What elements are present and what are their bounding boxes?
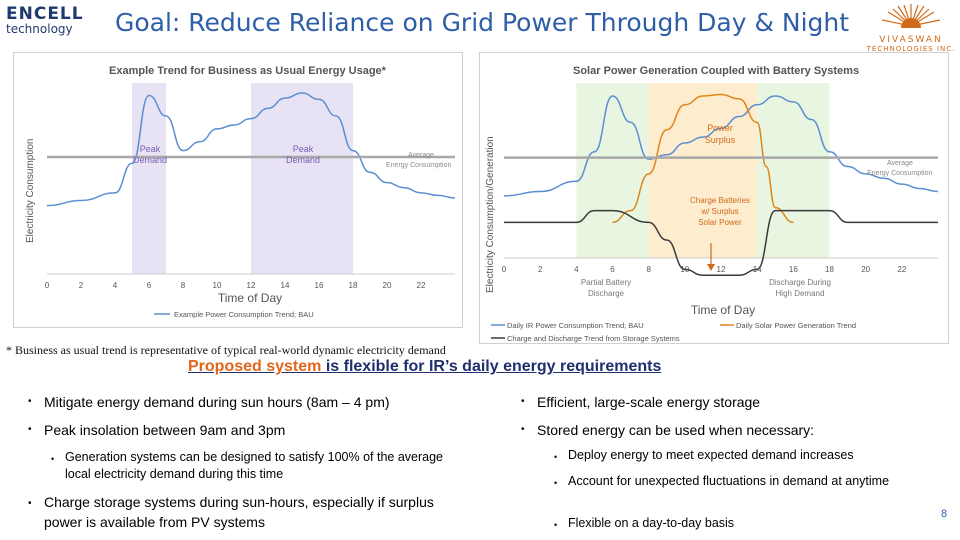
- left-bullet-1: Mitigate energy demand during sun hours …: [28, 394, 389, 410]
- subheading-rest: is flexible for IR’s daily energy requir…: [321, 358, 662, 375]
- bau-tick-label: 8: [181, 281, 186, 290]
- avg-consumption-label-b: Energy Consumption: [386, 162, 451, 169]
- bau-chart-xlabel: Time of Day: [218, 291, 282, 305]
- solar-tick-label: 0: [502, 265, 507, 274]
- right-subbullet-2b: Account for unexpected fluctuations in d…: [554, 473, 908, 492]
- bau-tick-label: 10: [213, 281, 222, 290]
- left-subbullet-2a: Generation systems can be designed to sa…: [51, 449, 465, 483]
- avg-consumption-label: Average: [408, 152, 434, 159]
- charge-batteries-label-b: w/ Surplus: [700, 207, 738, 216]
- solar-series-2: [504, 209, 938, 277]
- bau-tick-label: 20: [383, 281, 392, 290]
- sun-logo-icon: [881, 4, 941, 28]
- right-bullet-2: Stored energy can be used when necessary…: [521, 422, 814, 438]
- solar-chart-ylabel: Electricity Consumption/Generation: [485, 136, 496, 293]
- solar-chart-title: Solar Power Generation Coupled with Batt…: [573, 65, 859, 77]
- right-subbullet-2a: Deploy energy to meet expected demand in…: [554, 447, 928, 466]
- right-subbullet-2c: Flexible on a day-to-day basis: [554, 515, 908, 534]
- solar-avg-label: Average: [887, 160, 913, 167]
- charge-batteries-label: Charge Batteries: [690, 196, 750, 205]
- page-number: 8: [941, 508, 948, 520]
- charge-arrowhead-icon: [707, 264, 715, 271]
- solar-chart-xlabel: Time of Day: [691, 303, 755, 317]
- left-bullet-3-rest: especially if surplus power is available…: [44, 494, 434, 530]
- bau-tick-label: 4: [113, 281, 118, 290]
- bau-series-0: [46, 92, 456, 207]
- bau-chart: Example Trend for Business as Usual Ener…: [25, 65, 456, 319]
- bau-tick-label: 2: [79, 281, 84, 290]
- bau-tick-label: 0: [45, 281, 50, 290]
- encell-logo: ENCELL technology: [6, 4, 86, 42]
- solar-tick-label: 16: [789, 265, 798, 274]
- bau-tick-label: 18: [349, 281, 358, 290]
- solar-tick-label: 8: [646, 265, 651, 274]
- peak-demand-label-1b: Demand: [133, 155, 167, 165]
- footnote: * Business as usual trend is representat…: [6, 343, 446, 357]
- legend-solar: Daily Solar Power Generation Trend: [736, 321, 856, 330]
- solar-tick-label: 22: [897, 265, 906, 274]
- power-surplus-label: Power: [707, 123, 733, 133]
- solar-tick-label: 12: [717, 265, 726, 274]
- solar-tick-label: 6: [610, 265, 615, 274]
- high-demand-label-b: High Demand: [776, 289, 825, 298]
- left-bullet-2: Peak insolation between 9am and 3pm: [28, 422, 285, 438]
- vivaswan-logo-line1: VIVASWAN: [879, 35, 943, 45]
- left-bullet-3: Charge storage systems during sun-hours,…: [28, 492, 464, 532]
- bau-chart-ylabel: Electricity Consumption: [25, 139, 36, 243]
- solar-avg-label-b: Energy Consumption: [867, 170, 932, 177]
- bau-highlight-0: [132, 83, 166, 274]
- solar-highlight-2: [757, 83, 830, 258]
- bau-chart-title: Example Trend for Business as Usual Ener…: [109, 65, 387, 77]
- peak-demand-label-2: Peak: [293, 144, 314, 154]
- bau-chart-panel: Example Trend for Business as Usual Ener…: [13, 52, 463, 328]
- solar-tick-label: 2: [538, 265, 543, 274]
- charge-batteries-label-c: Solar Power: [698, 218, 742, 227]
- encell-logo-line2: technology: [6, 22, 73, 36]
- solar-highlight-1: [648, 83, 758, 258]
- encell-logo-line1: ENCELL: [6, 4, 84, 24]
- bau-tick-label: 12: [247, 281, 256, 290]
- solar-chart: Solar Power Generation Coupled with Batt…: [485, 65, 939, 343]
- high-demand-label: Discharge During: [769, 278, 831, 287]
- bau-tick-label: 6: [147, 281, 152, 290]
- legend-storage: Charge and Discharge Trend from Storage …: [507, 334, 680, 343]
- right-bullet-1: Efficient, large-scale energy storage: [521, 394, 760, 410]
- solar-tick-label: 18: [825, 265, 834, 274]
- vivaswan-logo-line2: TECHNOLOGIES INC.: [866, 45, 956, 53]
- legend-consumption: Daily IR Power Consumption Trend; BAU: [507, 321, 644, 330]
- section-subheading: Proposed system is flexible for IR’s dai…: [188, 358, 661, 376]
- page-title: Goal: Reduce Reliance on Grid Power Thro…: [115, 8, 850, 37]
- solar-tick-label: 20: [861, 265, 870, 274]
- partial-discharge-label: Partial Battery: [581, 278, 631, 287]
- solar-series-1: [612, 93, 794, 224]
- peak-demand-label-2b: Demand: [286, 155, 320, 165]
- bau-highlight-1: [251, 83, 353, 274]
- solar-tick-label: 4: [574, 265, 579, 274]
- solar-series-0: [503, 95, 939, 197]
- solar-highlight-0: [576, 83, 649, 258]
- bau-tick-label: 14: [281, 281, 290, 290]
- subheading-highlight: Proposed system: [188, 358, 322, 375]
- solar-chart-panel: Solar Power Generation Coupled with Batt…: [479, 52, 949, 344]
- bau-tick-label: 16: [315, 281, 324, 290]
- bau-tick-label: 22: [417, 281, 426, 290]
- bau-legend-label: Example Power Consumption Trend; BAU: [174, 310, 314, 319]
- peak-demand-label-1: Peak: [140, 144, 161, 154]
- power-surplus-label-b: Surplus: [705, 135, 736, 145]
- partial-discharge-label-b: Discharge: [588, 289, 625, 298]
- vivaswan-logo: VIVASWAN TECHNOLOGIES INC.: [862, 2, 960, 53]
- left-bullet-3-bold: Charge storage systems during sun-hours,: [44, 494, 309, 510]
